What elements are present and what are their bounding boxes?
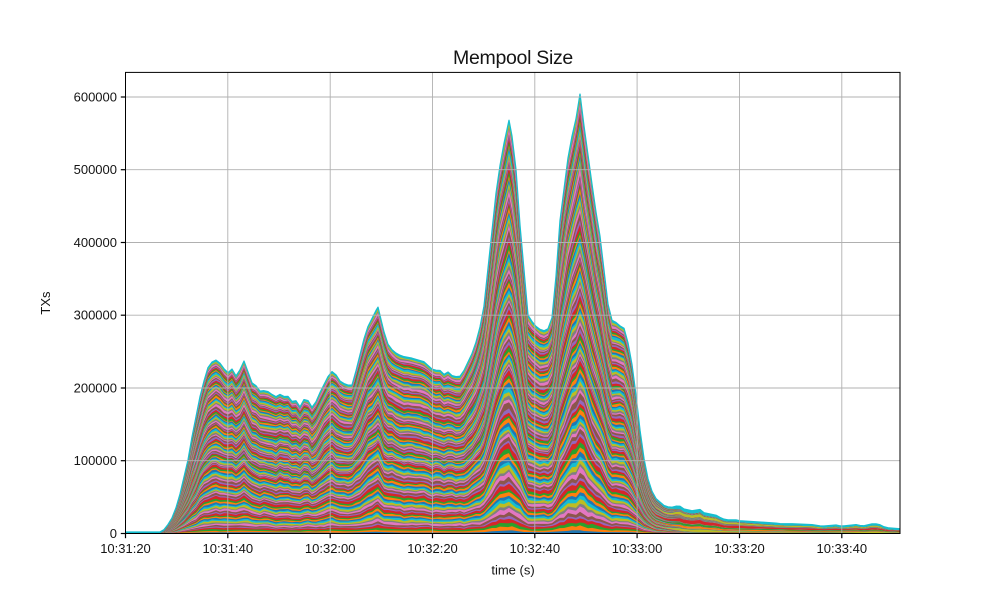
svg-text:Mempool Size: Mempool Size xyxy=(453,47,573,69)
svg-text:10:32:00: 10:32:00 xyxy=(305,541,356,556)
svg-text:0: 0 xyxy=(110,526,117,541)
svg-text:10:31:40: 10:31:40 xyxy=(202,541,253,556)
svg-text:10:31:20: 10:31:20 xyxy=(100,541,151,556)
svg-text:TXs: TXs xyxy=(38,291,53,315)
svg-text:10:33:20: 10:33:20 xyxy=(714,541,765,556)
svg-text:time (s): time (s) xyxy=(491,563,534,578)
svg-text:10:32:20: 10:32:20 xyxy=(407,541,458,556)
svg-text:500000: 500000 xyxy=(74,162,117,177)
svg-text:100000: 100000 xyxy=(74,453,117,468)
svg-text:400000: 400000 xyxy=(74,235,117,250)
svg-text:600000: 600000 xyxy=(74,89,117,104)
svg-text:10:33:00: 10:33:00 xyxy=(612,541,663,556)
svg-text:200000: 200000 xyxy=(74,380,117,395)
svg-text:10:32:40: 10:32:40 xyxy=(509,541,560,556)
svg-text:10:33:40: 10:33:40 xyxy=(816,541,867,556)
svg-text:300000: 300000 xyxy=(74,308,117,323)
